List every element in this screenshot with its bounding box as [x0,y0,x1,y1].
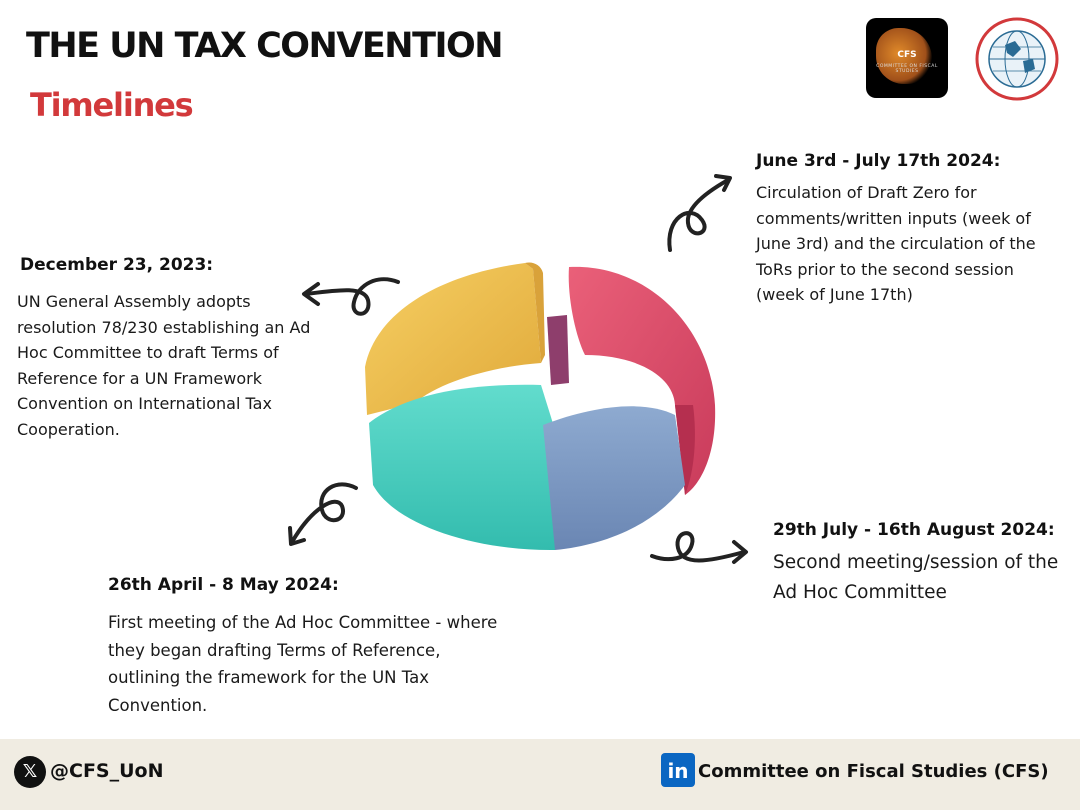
teal-segment [369,384,555,551]
timeline-description-dec-2023: UN General Assembly adopts resolution 78… [17,292,311,439]
timeline-date-dec-2023: December 23, 2023: [20,255,214,275]
cfs-logo-text: CFS [897,50,917,60]
blue-segment [543,406,685,550]
x-handle-link[interactable]: @CFS_UoN [50,760,164,782]
footer-bar [0,739,1080,810]
linkedin-icon[interactable]: in [661,753,695,787]
curly-arrow-icon-bottom-left [288,482,358,546]
yellow-segment [365,263,541,415]
timeline-date-june-2024: June 3rd - July 17th 2024: [756,151,1001,171]
cfs-logo: CFS COMMITTEE ON FISCAL STUDIES [866,18,948,98]
un-tax-convention-logo [975,17,1059,101]
timeline-date-april-2024: 26th April - 8 May 2024: [108,575,339,595]
curly-arrow-icon-top-right [667,174,732,252]
timeline-ring-graphic [365,262,716,551]
curly-arrow-icon-bottom-right [650,531,748,564]
timeline-description-june-2024: Circulation of Draft Zero for comments/w… [756,183,1036,304]
timeline-description-april-2024: First meeting of the Ad Hoc Committee - … [108,613,498,715]
purple-segment [547,315,569,385]
pink-segment [568,266,716,495]
timeline-description-july-2024: Second meeting/session of the Ad Hoc Com… [773,552,1059,603]
cfs-logo-subtext: COMMITTEE ON FISCAL STUDIES [876,64,938,74]
linkedin-organization-link[interactable]: Committee on Fiscal Studies (CFS) [698,761,1049,782]
timeline-date-july-2024: 29th July - 16th August 2024: [773,520,1055,540]
page-subtitle: Timelines [30,86,194,124]
x-logo-icon[interactable]: 𝕏 [14,756,46,788]
page-title: THE UN TAX CONVENTION [26,26,504,66]
curly-arrow-icon-left [302,277,400,316]
africa-map-icon [876,28,932,84]
